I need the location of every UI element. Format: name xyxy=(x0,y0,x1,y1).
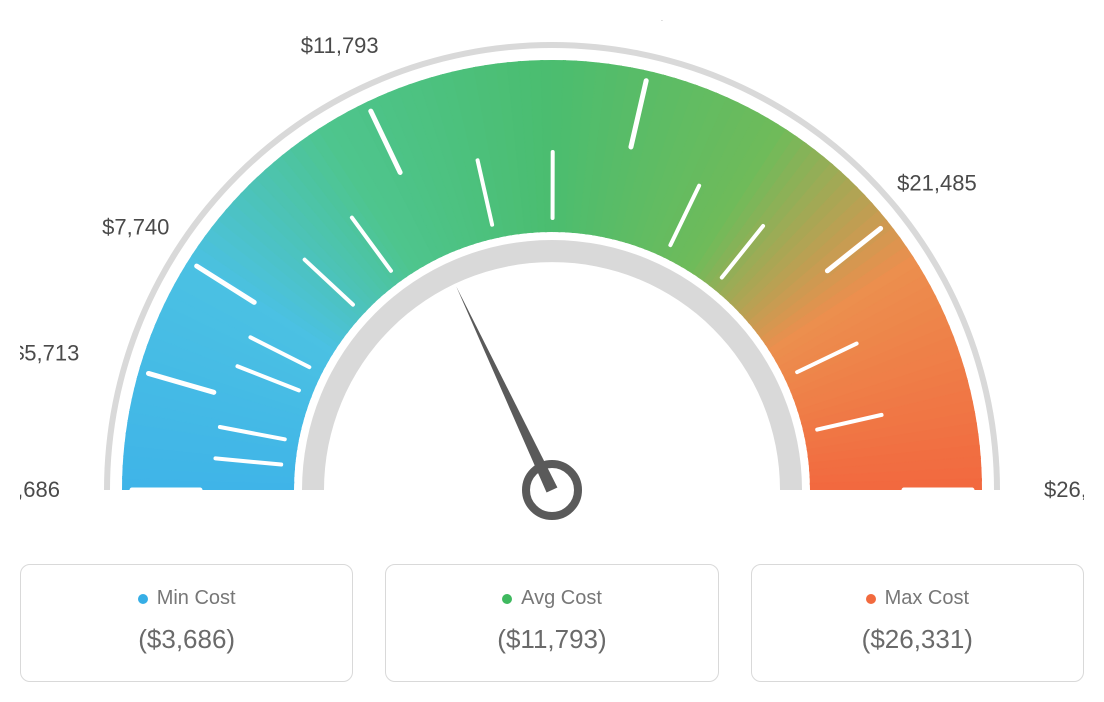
scale-label: $16,639 xyxy=(623,20,703,23)
legend-label-avg: Avg Cost xyxy=(521,587,602,610)
scale-label: $3,686 xyxy=(20,477,60,502)
legend-title-min: Min Cost xyxy=(138,587,236,610)
legend-value-min: ($3,686) xyxy=(31,624,342,655)
scale-label: $5,713 xyxy=(20,340,79,365)
scale-label: $11,793 xyxy=(301,33,379,58)
legend-value-max: ($26,331) xyxy=(762,624,1073,655)
legend-card-max: Max Cost ($26,331) xyxy=(751,564,1084,682)
legend-label-min: Min Cost xyxy=(157,587,236,610)
gauge-svg: $3,686 $5,713 $7,740 $11,793 $16,639 $21,485 $… xyxy=(20,20,1084,540)
legend-value-avg: ($11,793) xyxy=(396,624,707,655)
dot-avg-icon xyxy=(502,594,512,604)
dot-min-icon xyxy=(138,594,148,604)
scale-label: $26,331 xyxy=(1044,477,1084,502)
legend-title-avg: Avg Cost xyxy=(502,587,602,610)
cost-gauge: $3,686 $5,713 $7,740 $11,793 $16,639 $21,485 $… xyxy=(20,20,1084,540)
legend-label-max: Max Cost xyxy=(885,587,969,610)
legend-title-max: Max Cost xyxy=(866,587,969,610)
legend-row: Min Cost ($3,686) Avg Cost ($11,793) Max… xyxy=(20,564,1084,682)
dot-max-icon xyxy=(866,594,876,604)
scale-label: $7,740 xyxy=(102,215,169,240)
legend-card-avg: Avg Cost ($11,793) xyxy=(385,564,718,682)
legend-card-min: Min Cost ($3,686) xyxy=(20,564,353,682)
gradient-band xyxy=(120,58,984,492)
scale-label: $21,485 xyxy=(897,171,977,196)
